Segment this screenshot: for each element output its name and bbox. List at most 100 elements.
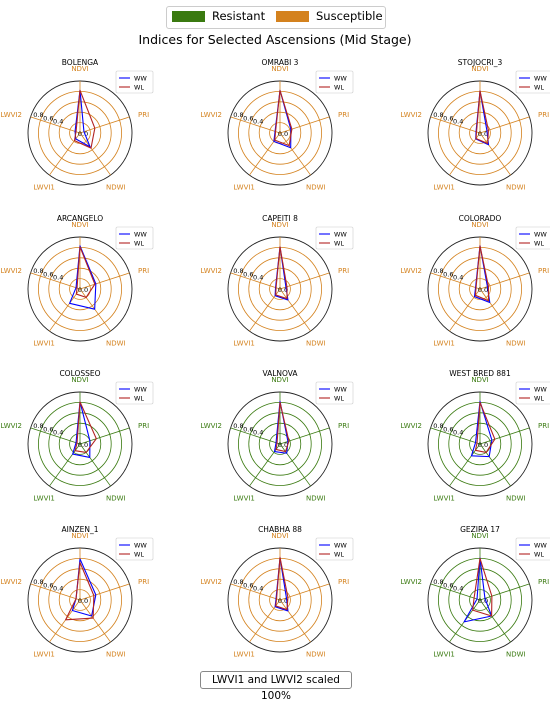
- series-legend-label: WW: [534, 231, 547, 239]
- series-line: [74, 89, 91, 148]
- axis-label: LWVI2: [200, 578, 222, 586]
- axis-label: NDVI: [71, 376, 88, 384]
- axis-label: PRI: [338, 267, 349, 275]
- axis-label: LWVI1: [433, 339, 455, 347]
- series-line: [463, 557, 493, 623]
- axis-label: PRI: [338, 422, 349, 430]
- series-line: [274, 89, 293, 147]
- series-line: [275, 246, 288, 300]
- r-tick-label: 0.4: [253, 118, 263, 126]
- axis-label: PRI: [538, 267, 549, 275]
- r-tick-label: 0.8: [233, 111, 243, 119]
- radar-chart: 0.0 0.40.60.8 NDVI PRI NDWI LWVI1 LWVI2 VALNOVA…: [200, 369, 354, 502]
- r-tick-label: 0.8: [33, 422, 43, 430]
- r-tick-label: 0.6: [243, 425, 253, 433]
- axis-spoke: [430, 116, 481, 134]
- axis-label: NDWI: [106, 650, 126, 658]
- axis-label: NDVI: [471, 376, 488, 384]
- axis-label: PRI: [138, 422, 149, 430]
- radar-chart: 0.0 0.40.60.8 NDVI PRI NDWI LWVI1 LWVI2 ARCANGE…: [0, 214, 154, 347]
- axis-label: NDVI: [471, 532, 488, 540]
- axis-spoke: [449, 132, 481, 176]
- axis-label: LWVI2: [200, 422, 222, 430]
- chart-title: COLOSSEO: [59, 369, 100, 378]
- footer-note: LWVI1 and LWVI2 scaled 100%: [200, 671, 352, 702]
- r-tick-label: 0.8: [33, 111, 43, 119]
- axis-label: NDWI: [306, 339, 326, 347]
- r-tick-label: 0.4: [453, 274, 463, 282]
- r-tick-label: 0.0: [278, 286, 288, 294]
- series-legend-label: WL: [334, 84, 344, 92]
- axis-label: LWVI1: [233, 183, 255, 191]
- series-line: [74, 401, 97, 453]
- r-tick-label: 0.8: [433, 578, 443, 586]
- r-tick-label: 0.4: [53, 429, 63, 437]
- series-legend-label: WW: [334, 75, 347, 83]
- figure-title: Indices for Selected Ascensions (Mid Sta…: [138, 32, 412, 47]
- series-legend-label: WL: [134, 551, 144, 559]
- r-tick-label: 0.0: [78, 286, 88, 294]
- series-line: [75, 246, 96, 298]
- axis-label: LWVI1: [33, 339, 55, 347]
- chart-title: VALNOVA: [262, 369, 298, 378]
- axis-label: NDVI: [271, 376, 288, 384]
- axis-spoke: [230, 427, 281, 445]
- legend-label-resistant: Resistant: [212, 9, 266, 23]
- axis-spoke: [79, 116, 130, 134]
- chart-title: AINZEN_1: [62, 525, 99, 534]
- axis-label: LWVI2: [400, 111, 422, 119]
- legend-swatch-resistant: [172, 11, 205, 22]
- series-line: [273, 400, 289, 454]
- series-legend-label: WL: [334, 551, 344, 559]
- series-legend-label: WL: [334, 395, 344, 403]
- axis-label: NDWI: [506, 494, 526, 502]
- series-line: [72, 401, 91, 459]
- axis-label: LWVI1: [433, 183, 455, 191]
- r-tick-label: 0.4: [253, 429, 263, 437]
- series-line: [472, 557, 493, 617]
- r-tick-label: 0.6: [443, 425, 453, 433]
- radar-chart: 0.0 0.40.60.8 NDVI PRI NDWI LWVI1 LWVI2 COLORAD…: [400, 214, 550, 347]
- r-tick-label: 0.4: [453, 118, 463, 126]
- axis-spoke: [49, 599, 81, 643]
- axis-spoke: [479, 132, 511, 176]
- series-legend-label: WL: [534, 551, 544, 559]
- r-tick-label: 0.4: [53, 585, 63, 593]
- r-tick-label: 0.8: [433, 422, 443, 430]
- axis-spoke: [279, 443, 311, 487]
- axis-spoke: [79, 427, 130, 445]
- axis-label: LWVI2: [0, 578, 22, 586]
- axis-spoke: [279, 288, 311, 332]
- chart-title: ARCANGELO: [57, 214, 103, 223]
- axis-label: NDVI: [471, 65, 488, 73]
- r-tick-label: 0.0: [78, 130, 88, 138]
- r-tick-label: 0.6: [43, 270, 53, 278]
- series-legend-label: WW: [334, 542, 347, 550]
- axis-label: PRI: [138, 578, 149, 586]
- series-line: [475, 90, 489, 145]
- r-tick-label: 0.8: [233, 267, 243, 275]
- axis-spoke: [279, 272, 330, 290]
- radar-chart: 0.0 0.40.60.8 NDVI PRI NDWI LWVI1 LWVI2 COLOSSE…: [0, 369, 154, 502]
- radar-chart: 0.0 0.40.60.8 NDVI PRI NDWI LWVI1 LWVI2 WEST BR…: [400, 369, 550, 502]
- series-line: [275, 556, 289, 611]
- axis-spoke: [79, 272, 130, 290]
- axis-label: PRI: [338, 578, 349, 586]
- r-tick-label: 0.6: [443, 114, 453, 122]
- series-line: [73, 89, 96, 149]
- r-tick-label: 0.8: [433, 111, 443, 119]
- axis-label: LWVI1: [433, 650, 455, 658]
- series-line: [275, 401, 290, 453]
- axis-spoke: [230, 583, 281, 601]
- series-legend-label: WW: [134, 386, 147, 394]
- series-legend-label: WL: [534, 240, 544, 248]
- axis-spoke: [430, 272, 481, 290]
- axis-spoke: [479, 583, 530, 601]
- series-legend-label: WW: [534, 542, 547, 550]
- axis-label: NDVI: [271, 65, 288, 73]
- chart-title: BOLENGA: [62, 58, 99, 67]
- axis-label: NDWI: [306, 494, 326, 502]
- axis-spoke: [479, 599, 511, 643]
- axis-label: NDVI: [71, 65, 88, 73]
- series-legend-label: WW: [534, 75, 547, 83]
